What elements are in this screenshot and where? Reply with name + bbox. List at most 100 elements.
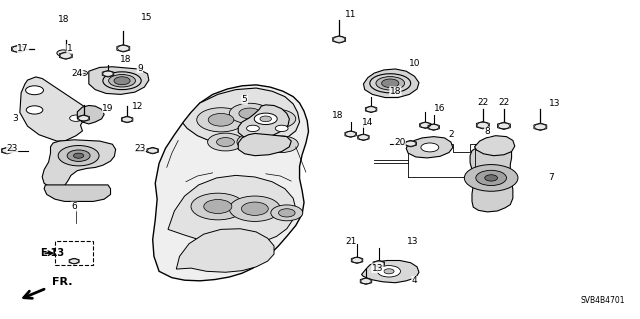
Text: 7: 7: [548, 174, 554, 182]
Ellipse shape: [376, 77, 404, 90]
Circle shape: [196, 108, 245, 132]
Text: 3: 3: [12, 114, 18, 123]
Polygon shape: [12, 45, 24, 53]
Circle shape: [26, 106, 43, 114]
Circle shape: [237, 133, 273, 151]
Circle shape: [208, 114, 234, 126]
Polygon shape: [333, 36, 346, 43]
Text: 13: 13: [549, 100, 561, 108]
Polygon shape: [358, 134, 369, 141]
Circle shape: [378, 266, 401, 277]
Text: 20: 20: [394, 137, 406, 146]
Circle shape: [266, 114, 287, 124]
Text: 18: 18: [120, 55, 131, 64]
Text: 14: 14: [362, 118, 374, 128]
Circle shape: [204, 199, 232, 213]
Text: SVB4B4701: SVB4B4701: [580, 296, 625, 305]
Circle shape: [241, 202, 268, 215]
Circle shape: [381, 79, 399, 87]
Circle shape: [484, 175, 497, 181]
Polygon shape: [176, 229, 274, 272]
Polygon shape: [89, 67, 149, 94]
Text: 22: 22: [477, 99, 488, 108]
Text: 8: 8: [484, 127, 490, 136]
Circle shape: [26, 86, 44, 95]
Circle shape: [384, 269, 394, 274]
Text: 17: 17: [17, 44, 29, 54]
Polygon shape: [474, 136, 515, 156]
Text: FR.: FR.: [52, 277, 72, 286]
Polygon shape: [147, 147, 159, 154]
Circle shape: [57, 50, 70, 56]
Circle shape: [77, 70, 88, 76]
Polygon shape: [406, 137, 453, 158]
Text: 5: 5: [242, 95, 248, 104]
Polygon shape: [420, 122, 431, 129]
Circle shape: [254, 113, 277, 124]
Circle shape: [114, 77, 130, 85]
Text: 24: 24: [72, 69, 83, 78]
Text: 10: 10: [409, 59, 420, 68]
Circle shape: [67, 150, 90, 161]
Circle shape: [278, 209, 295, 217]
Circle shape: [257, 109, 296, 128]
Text: 12: 12: [132, 102, 144, 111]
Polygon shape: [77, 106, 104, 124]
Text: 16: 16: [435, 104, 446, 113]
Text: 2: 2: [448, 130, 454, 139]
Circle shape: [273, 140, 290, 148]
Polygon shape: [153, 85, 308, 281]
Polygon shape: [20, 77, 90, 141]
Circle shape: [70, 115, 83, 122]
Polygon shape: [102, 70, 114, 77]
Text: 18: 18: [332, 111, 344, 120]
Circle shape: [246, 125, 259, 131]
Circle shape: [476, 170, 506, 186]
Text: 23: 23: [134, 144, 145, 153]
Text: 1: 1: [67, 44, 72, 54]
Ellipse shape: [370, 74, 411, 93]
Polygon shape: [405, 140, 417, 147]
FancyBboxPatch shape: [55, 241, 93, 265]
Circle shape: [265, 136, 298, 152]
Circle shape: [465, 165, 518, 191]
Circle shape: [239, 108, 260, 119]
Polygon shape: [44, 185, 111, 201]
Polygon shape: [78, 115, 90, 122]
Text: 6: 6: [71, 202, 77, 211]
Text: 11: 11: [345, 11, 356, 19]
Polygon shape: [345, 131, 356, 137]
Text: 18: 18: [390, 87, 401, 96]
Polygon shape: [238, 105, 289, 139]
Polygon shape: [42, 140, 116, 188]
Circle shape: [271, 205, 303, 221]
Polygon shape: [60, 52, 72, 59]
Text: 9: 9: [137, 63, 143, 72]
Text: 23: 23: [6, 144, 18, 153]
Polygon shape: [470, 145, 513, 212]
Polygon shape: [428, 124, 440, 130]
Polygon shape: [69, 258, 79, 264]
Text: 4: 4: [412, 276, 417, 285]
Polygon shape: [122, 116, 133, 123]
Circle shape: [207, 133, 243, 151]
Circle shape: [260, 116, 271, 122]
Circle shape: [58, 145, 99, 166]
Circle shape: [246, 137, 264, 146]
Polygon shape: [351, 257, 363, 263]
Polygon shape: [117, 45, 130, 52]
Polygon shape: [364, 69, 419, 98]
Polygon shape: [360, 278, 372, 285]
Circle shape: [216, 137, 234, 146]
Circle shape: [74, 153, 84, 158]
Ellipse shape: [109, 75, 136, 87]
Circle shape: [229, 196, 280, 221]
Text: 13: 13: [407, 237, 419, 246]
Circle shape: [275, 125, 288, 131]
Text: 18: 18: [58, 15, 69, 24]
Polygon shape: [362, 261, 419, 283]
Text: 21: 21: [345, 237, 356, 246]
Polygon shape: [373, 260, 385, 267]
Polygon shape: [238, 133, 291, 156]
Text: 22: 22: [499, 99, 509, 108]
